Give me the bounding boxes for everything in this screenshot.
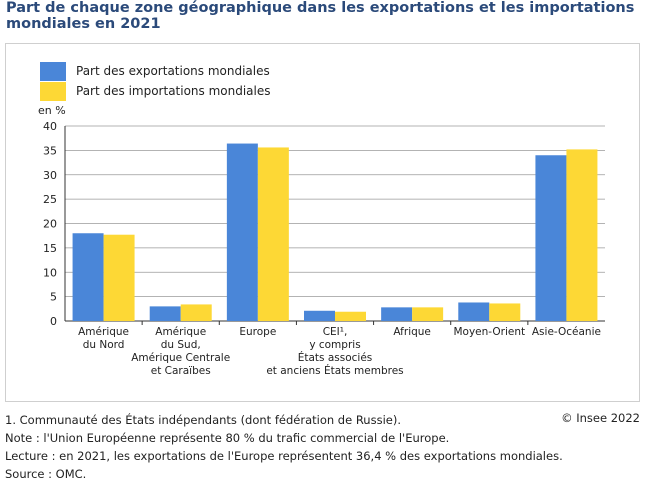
- y-tick-label: 0: [50, 315, 57, 328]
- y-tick-label: 25: [43, 193, 57, 206]
- legend-label-imports: Part des importations mondiales: [76, 84, 271, 98]
- footnote-reading: Lecture : en 2021, les exportations de l…: [5, 449, 563, 463]
- footnote-source: Source : OMC.: [5, 467, 87, 481]
- bar-exports: [381, 307, 413, 321]
- x-tick-label: Asie-Océanie: [532, 326, 601, 338]
- bar-imports: [180, 304, 212, 321]
- copyright: © Insee 2022: [561, 411, 640, 425]
- legend-swatch-imports: [40, 82, 66, 101]
- bar-exports: [304, 310, 335, 321]
- bar-imports: [335, 311, 366, 321]
- chart-title: Part de chaque zone géographique dans le…: [6, 0, 635, 32]
- x-tick-label: Moyen-Orient: [453, 326, 525, 338]
- bar-exports: [226, 143, 258, 321]
- bar-imports: [412, 307, 444, 321]
- footnote-cei: 1. Communauté des États indépendants (do…: [5, 413, 401, 427]
- footnote-note: Note : l'Union Européenne représente 80 …: [5, 431, 450, 445]
- legend-swatch-exports: [40, 62, 66, 81]
- y-tick-label: 35: [43, 144, 57, 157]
- footnotes: 1. Communauté des États indépendants (do…: [5, 411, 655, 483]
- x-tick-label: Europe: [239, 326, 276, 338]
- x-tick-label: Afrique: [393, 326, 431, 338]
- bar-exports: [458, 302, 490, 321]
- y-axis-unit: en %: [38, 104, 66, 117]
- chart-frame: [5, 43, 640, 402]
- bar-imports: [257, 147, 289, 321]
- x-tick-label: CEI¹, y compris États associés et anciens É…: [266, 326, 403, 377]
- y-tick-label: 15: [43, 242, 57, 255]
- x-tick-label: Amérique du Nord: [78, 326, 129, 351]
- bar-exports: [72, 233, 104, 321]
- legend-label-exports: Part des exportations mondiales: [76, 64, 270, 78]
- y-tick-label: 30: [43, 169, 57, 182]
- bar-exports: [149, 306, 181, 321]
- x-tick-label: Amérique du Sud, Amérique Centrale et Caraï…: [131, 326, 230, 377]
- y-tick-label: 10: [43, 266, 57, 279]
- bar-exports: [535, 155, 567, 321]
- bar-imports: [103, 234, 135, 321]
- y-tick-label: 40: [43, 120, 57, 133]
- bar-imports: [566, 149, 598, 321]
- y-tick-label: 20: [43, 218, 57, 231]
- y-tick-label: 5: [50, 291, 57, 304]
- bar-imports: [489, 303, 521, 321]
